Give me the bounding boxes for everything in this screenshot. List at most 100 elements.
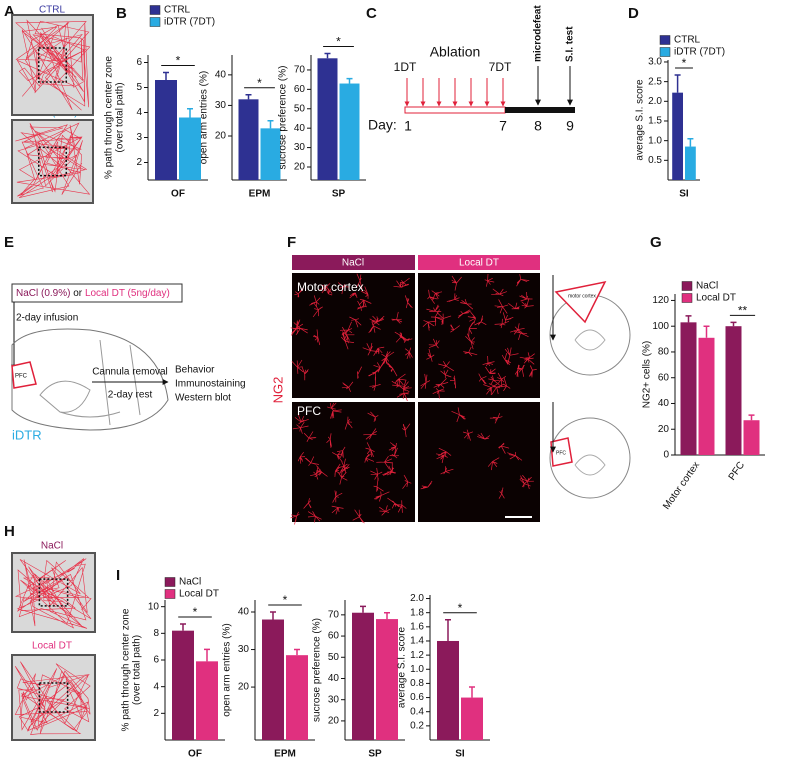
cell [399, 277, 410, 289]
y-tick-label: 5 [136, 82, 142, 93]
timeline-label: 1DT [394, 60, 417, 74]
cell [373, 346, 385, 356]
y-axis-label: sucrose preference (%) [278, 66, 289, 170]
legend-swatch [659, 35, 671, 45]
error-bar [445, 619, 451, 641]
legend-label: NaCl [179, 577, 201, 588]
y-tick-label: 4 [153, 681, 159, 692]
y-tick-label: 40 [328, 673, 340, 684]
day-label: 8 [534, 118, 542, 134]
cell [396, 392, 410, 402]
y-tick-label: 30 [328, 694, 340, 705]
cell [326, 433, 332, 448]
y-axis-label: open arm entries (%) [222, 623, 233, 716]
cell [337, 458, 349, 474]
cell [381, 351, 391, 364]
cell [451, 275, 462, 291]
x-tick-label: EPM [274, 749, 296, 760]
mouse-label: iDTR [12, 427, 42, 442]
y-tick-label: 6 [136, 57, 142, 68]
cell [428, 338, 440, 349]
timeline-label: Ablation [430, 44, 481, 60]
center-zone [37, 47, 68, 83]
day-label: 1 [404, 118, 412, 134]
cell [371, 315, 385, 326]
stain-label: NG2 [270, 377, 285, 404]
error-bar [294, 648, 300, 656]
y-axis-label: sucrose preference (%) [312, 618, 323, 722]
legend-label: CTRL [164, 5, 191, 16]
y-tick-label: 40 [658, 398, 670, 409]
y-tick-label: 2.0 [648, 96, 662, 107]
step-label: 2-day infusion [16, 313, 78, 324]
legend-label: NaCl [696, 281, 718, 292]
y-axis-label: % path through center zone [104, 56, 115, 179]
group-label: NaCl [41, 541, 63, 552]
cell [304, 456, 319, 466]
bar [725, 326, 742, 455]
step-label: 2-day rest [108, 390, 153, 401]
infusion-label: NaCl (0.9%) or Local DT (5ng/day) [16, 288, 170, 299]
cell [525, 352, 535, 362]
y-axis-label: NG2+ cells (%) [642, 341, 653, 409]
cell [394, 331, 409, 343]
cell [508, 302, 520, 310]
cell [338, 469, 348, 485]
cell [498, 377, 511, 392]
x-tick-label: Motor cortex [661, 460, 702, 512]
day-label: 9 [566, 118, 574, 134]
cell [303, 498, 312, 509]
y-tick-label: 0.6 [410, 692, 424, 703]
cell [293, 322, 308, 336]
bar [680, 322, 697, 455]
cell [507, 451, 523, 461]
significance-label: * [336, 35, 341, 49]
cell [394, 373, 407, 386]
y-tick-label: 3.0 [648, 57, 662, 68]
micrograph [418, 402, 540, 522]
timeline-label: 7DT [489, 60, 512, 74]
atlas-detail [574, 329, 606, 476]
cell [494, 299, 509, 314]
cell [344, 416, 353, 430]
cell [516, 274, 530, 287]
cell [519, 356, 535, 365]
cell [332, 490, 343, 503]
error-bar [685, 315, 692, 323]
cell [462, 429, 474, 441]
cell [314, 465, 328, 478]
cell [368, 321, 381, 334]
significance-label: * [257, 76, 262, 90]
cell [440, 369, 452, 379]
legend-swatch [164, 589, 176, 599]
cell [337, 282, 350, 295]
y-tick-label: 40 [238, 607, 250, 618]
error-bar [687, 137, 694, 147]
step-label: Cannula removal [92, 367, 168, 378]
x-tick-label: OF [188, 749, 202, 760]
y-tick-label: 4 [136, 107, 142, 118]
outcome-label: Immunostaining [175, 379, 246, 390]
post-bar [505, 107, 575, 113]
cell [341, 381, 354, 393]
cell [463, 346, 478, 357]
cell [436, 312, 452, 326]
cell [476, 432, 491, 440]
cell [436, 453, 448, 464]
cell [349, 316, 362, 328]
y-axis-label: (over total path) [115, 82, 126, 152]
cell [373, 360, 386, 374]
group-label: Local DT [32, 641, 72, 652]
y-tick-label: 60 [294, 84, 306, 95]
center-zone [38, 578, 69, 607]
legend-label: CTRL [674, 35, 701, 46]
bar [260, 128, 281, 180]
cell [312, 302, 323, 318]
x-tick-label: EPM [249, 189, 271, 200]
cell [330, 409, 342, 419]
region-label: PFC [15, 374, 28, 380]
y-tick-label: 0.5 [648, 155, 662, 166]
day-label: Day: [368, 117, 397, 133]
cell [307, 511, 322, 523]
y-tick-label: 10 [148, 601, 160, 612]
